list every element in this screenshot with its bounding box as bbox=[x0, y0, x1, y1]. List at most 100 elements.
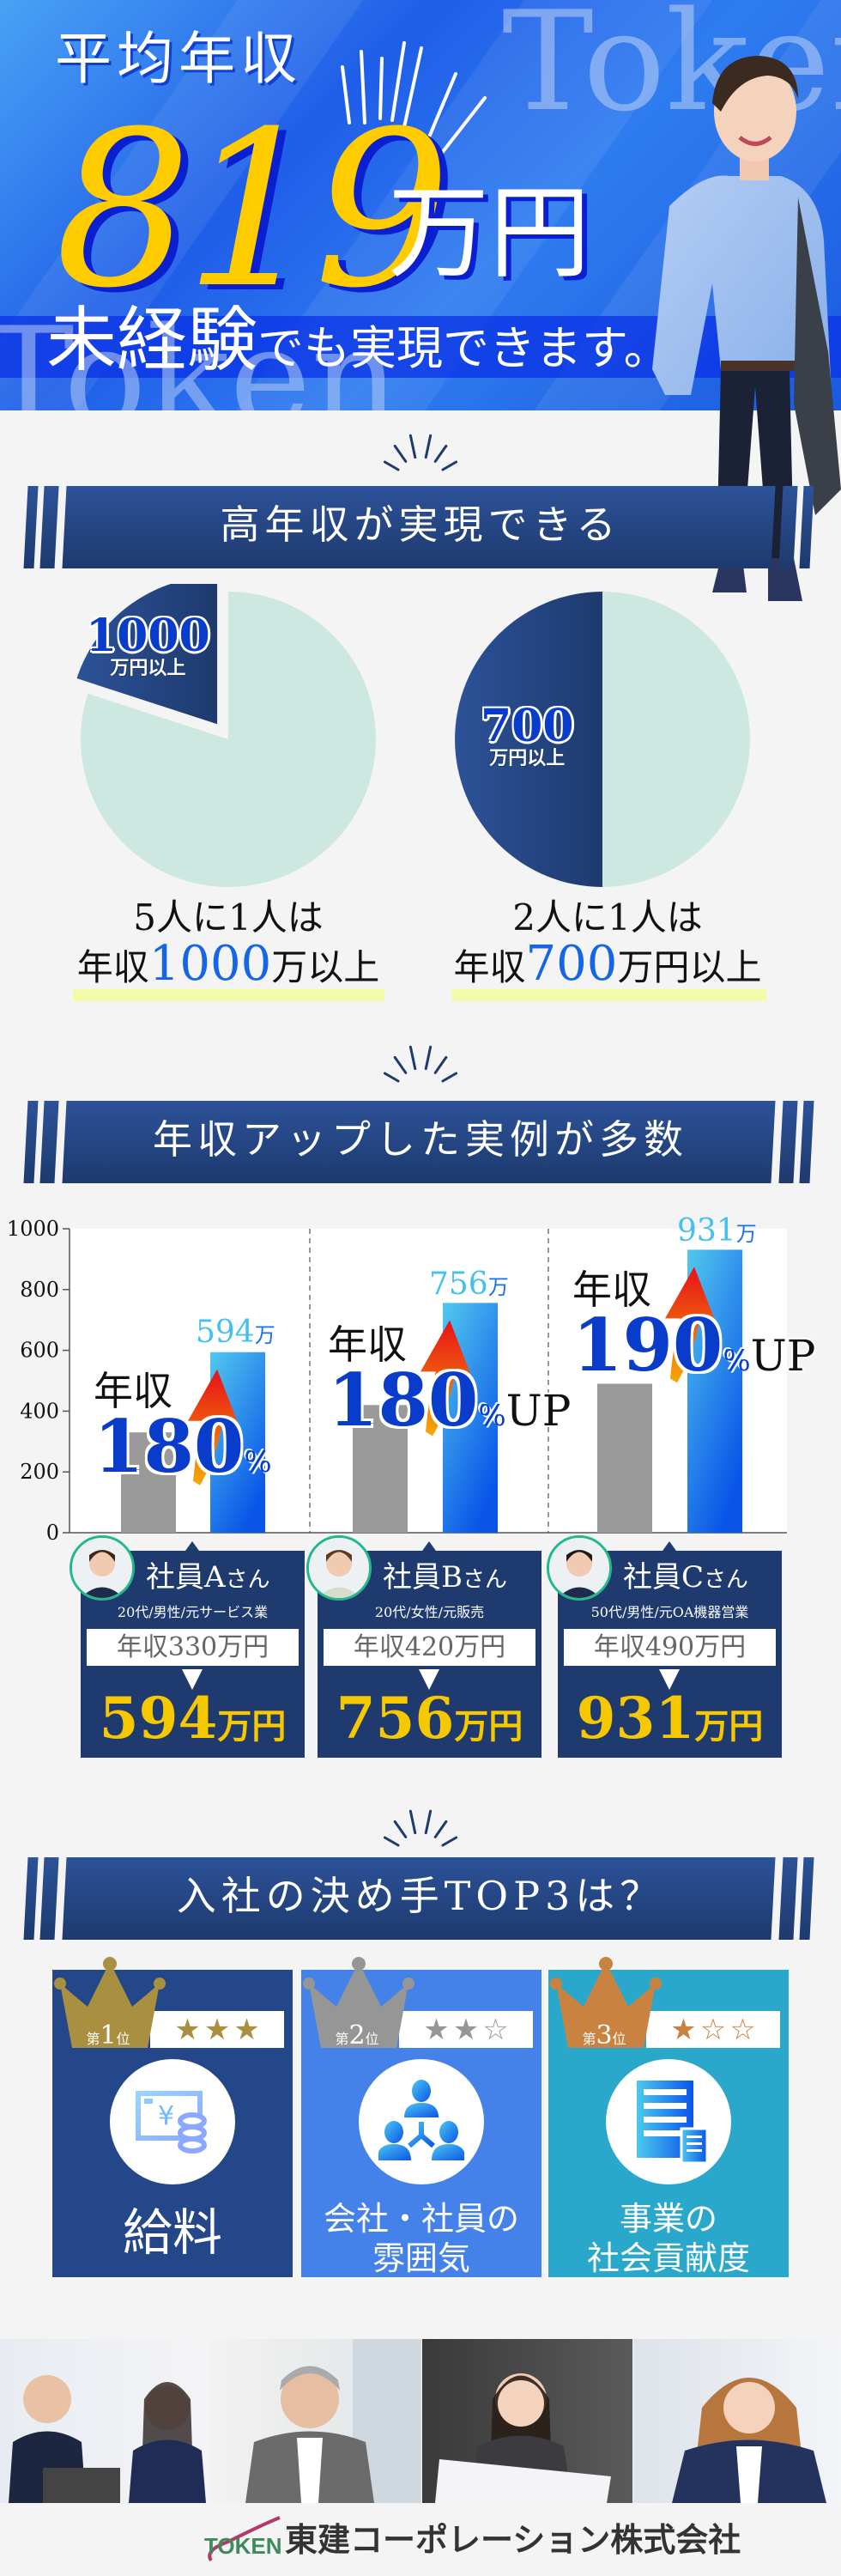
sparkle-line bbox=[393, 1055, 408, 1074]
pie-slice-highlight bbox=[76, 584, 218, 725]
pie-slice-label: 700 万円以上 bbox=[481, 700, 574, 769]
hero-tagline: 未経験でも実現できます。 bbox=[46, 306, 670, 376]
sparkle-line bbox=[433, 1055, 448, 1074]
rank-badge: 第3位 bbox=[582, 2020, 626, 2050]
pie-slice-rest bbox=[602, 592, 750, 887]
employee-card: 社員Aさん 20代/男性/元サービス業 年収330万円 594万円 bbox=[70, 1535, 305, 1758]
bar-before bbox=[121, 1432, 176, 1533]
down-triangle-icon bbox=[182, 1669, 203, 1690]
sparkle-line bbox=[433, 1820, 448, 1838]
hero-amount: 819 bbox=[55, 85, 451, 335]
up-arrow-icon bbox=[420, 1320, 470, 1437]
income-after: 594万円 bbox=[99, 1685, 287, 1752]
down-triangle-icon bbox=[419, 1669, 439, 1690]
staff-photo bbox=[422, 2339, 632, 2503]
increase-annotation: 年収 180% bbox=[94, 1368, 272, 1489]
sparkle-line bbox=[424, 434, 433, 459]
y-tick-label: 0 bbox=[46, 1521, 59, 1545]
pie-charts bbox=[76, 584, 750, 887]
up-arrow-icon bbox=[665, 1267, 715, 1383]
pie-caption: 2人に1人は bbox=[512, 896, 703, 939]
sparkle-line bbox=[424, 1809, 433, 1835]
y-tick-label: 600 bbox=[20, 1339, 59, 1363]
company-logo: TOKEN 東建コーポレーション株式会社 bbox=[203, 2516, 741, 2566]
down-triangle-icon bbox=[659, 1669, 680, 1690]
sparkle-line bbox=[441, 1836, 458, 1847]
star-filled-icon: ★ bbox=[174, 2012, 201, 2047]
employee-profile: 20代/女性/元販売 bbox=[374, 1604, 485, 1620]
income-before: 年収330万円 bbox=[87, 1629, 299, 1666]
bar-value-label: 756万 bbox=[429, 1267, 509, 1302]
plot-area bbox=[70, 1229, 787, 1533]
sparkle-line bbox=[393, 444, 408, 463]
avatar bbox=[306, 1535, 372, 1601]
section-title: 入社の決め手TOP3は？ bbox=[176, 1873, 665, 1919]
pointer-triangle bbox=[663, 1541, 676, 1551]
employee-name: 社員Bさん bbox=[383, 1560, 508, 1595]
bar-value-label: 594万 bbox=[196, 1315, 275, 1350]
staff-photo bbox=[0, 2339, 210, 2503]
income-after: 931万円 bbox=[576, 1685, 764, 1752]
income-bar-chart: 0 200 400 600 800 1000 bbox=[7, 1217, 787, 1545]
star-rating: ★ ★ ☆ bbox=[399, 2011, 533, 2048]
section-header-income-up: 年収アップした実例が多数 bbox=[0, 1101, 841, 1183]
rank-label-line: 社会貢献度 bbox=[586, 2239, 750, 2277]
income-before: 年収420万円 bbox=[324, 1629, 535, 1666]
sparkle-line bbox=[383, 1836, 400, 1847]
sparkle-line bbox=[408, 434, 417, 459]
rank-label-line: 会社・社員の bbox=[323, 2200, 519, 2238]
company-name: 東建コーポレーション株式会社 bbox=[285, 2521, 741, 2559]
y-tick-label: 800 bbox=[20, 1278, 59, 1302]
employee-card: 社員Cさん 50代/男性/元OA機器営業 年収490万円 931万円 bbox=[547, 1535, 782, 1758]
watermark-bottom: Token bbox=[0, 297, 400, 411]
staff-photo bbox=[211, 2339, 421, 2503]
pointer-triangle bbox=[185, 1541, 199, 1551]
section-header-top3: 入社の決め手TOP3は？ bbox=[0, 1857, 841, 1940]
section-title: 年収アップした実例が多数 bbox=[153, 1116, 688, 1163]
sparkle-icon bbox=[383, 1809, 458, 1847]
up-arrow-icon bbox=[188, 1369, 238, 1485]
increase-annotation: 年収 180%UP bbox=[328, 1321, 572, 1443]
rank-label: 事業の 社会貢献度 bbox=[548, 2200, 789, 2278]
increase-annotation: 年収 190%UP bbox=[572, 1267, 816, 1388]
staff-photo bbox=[633, 2339, 841, 2503]
employee-card: 社員Bさん 20代/女性/元販売 年収420万円 756万円 bbox=[306, 1535, 542, 1758]
pie-slice-label: 1000 万円以上 bbox=[86, 610, 210, 679]
section-header-high-income: 高年収が実現できる bbox=[0, 486, 841, 568]
star-filled-icon: ★ bbox=[670, 2012, 697, 2047]
rank-badge: 第1位 bbox=[86, 2020, 130, 2050]
star-filled-icon: ★ bbox=[452, 2012, 480, 2047]
rank-label: 会社・社員の 雰囲気 bbox=[301, 2200, 542, 2278]
avatar bbox=[70, 1535, 135, 1601]
bar-value-label: 931万 bbox=[677, 1213, 757, 1249]
pie-slice-highlight bbox=[455, 592, 602, 887]
svg-text:¥: ¥ bbox=[158, 2101, 174, 2131]
employee-profile: 20代/男性/元サービス業 bbox=[117, 1604, 269, 1620]
star-empty-icon: ☆ bbox=[729, 2012, 756, 2047]
sparkle-line bbox=[383, 1072, 400, 1083]
star-filled-icon: ★ bbox=[203, 2012, 231, 2047]
income-before: 年収490万円 bbox=[564, 1629, 776, 1666]
star-empty-icon: ☆ bbox=[482, 2012, 509, 2047]
income-after: 756万円 bbox=[336, 1685, 523, 1752]
bar-before bbox=[353, 1405, 408, 1533]
rank-card: ★ ☆ ☆ 第3位 事業の 社会貢献度 bbox=[548, 1957, 789, 2278]
y-tick-label: 200 bbox=[20, 1460, 59, 1484]
rank-label: 給料 bbox=[52, 2203, 293, 2263]
bar-before bbox=[597, 1383, 652, 1533]
sparkle-line bbox=[441, 1072, 458, 1083]
token-logo-mark: TOKEN bbox=[204, 2516, 282, 2562]
rank-badge: 第2位 bbox=[335, 2020, 379, 2050]
tagline-rest: でも実現できます。 bbox=[257, 321, 670, 375]
pie-caption-2: 年収700万円以上 bbox=[453, 936, 762, 992]
pie-caption-2: 年収1000万以上 bbox=[76, 936, 380, 992]
pie-caption: 5人に1人は bbox=[133, 896, 324, 939]
sparkle-line bbox=[441, 460, 458, 471]
crown-icon bbox=[303, 1957, 414, 2048]
rank-label-line: 雰囲気 bbox=[372, 2239, 470, 2277]
pointer-triangle bbox=[422, 1541, 436, 1551]
sparkle-line bbox=[424, 1045, 433, 1071]
star-empty-icon: ☆ bbox=[699, 2012, 727, 2047]
pie-slice-rest bbox=[81, 592, 377, 887]
sparkle-icon bbox=[383, 1045, 458, 1083]
